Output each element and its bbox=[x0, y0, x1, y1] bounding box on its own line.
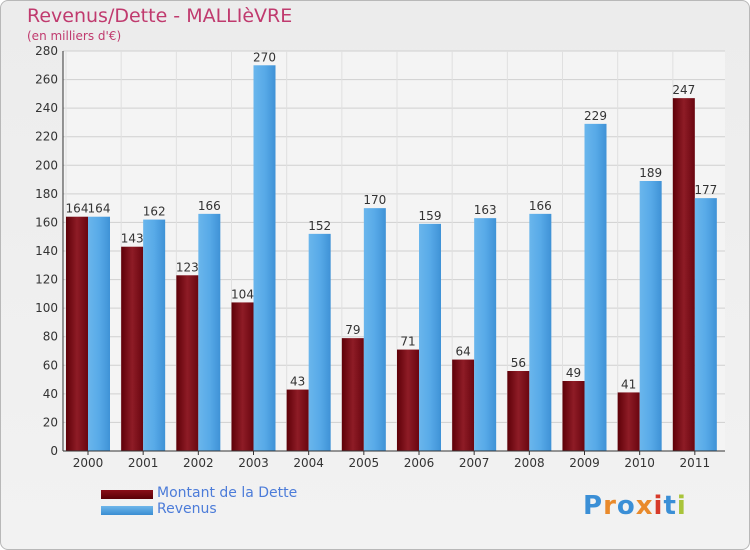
chart-subtitle: (en milliers d'€) bbox=[27, 29, 122, 43]
data-label: 41 bbox=[621, 377, 636, 391]
bar-dette-2008 bbox=[507, 371, 530, 451]
data-label: 270 bbox=[253, 50, 276, 64]
bar-dette-2009 bbox=[562, 381, 585, 451]
data-label: 177 bbox=[694, 183, 717, 197]
bar-revenus-2005 bbox=[363, 208, 386, 451]
bar-revenus-2010 bbox=[639, 181, 662, 451]
y-tick-label: 60 bbox=[43, 358, 58, 372]
y-tick-label: 0 bbox=[50, 444, 58, 458]
data-label: 170 bbox=[363, 193, 386, 207]
x-tick-label: 2007 bbox=[459, 456, 490, 470]
bar-revenus-2007 bbox=[474, 218, 497, 451]
legend-swatch-dette bbox=[101, 490, 153, 499]
data-label: 163 bbox=[474, 203, 497, 217]
bar-revenus-2009 bbox=[584, 123, 607, 451]
data-label: 164 bbox=[66, 202, 89, 216]
y-tick-label: 180 bbox=[35, 187, 58, 201]
logo-letter: i bbox=[653, 491, 664, 521]
data-label: 104 bbox=[231, 287, 254, 301]
bar-dette-2004 bbox=[286, 389, 309, 451]
bar-revenus-2011 bbox=[694, 198, 717, 451]
data-label: 64 bbox=[456, 345, 471, 359]
bar-dette-2011 bbox=[672, 98, 695, 452]
y-tick-label: 40 bbox=[43, 387, 58, 401]
x-tick-label: 2004 bbox=[293, 456, 324, 470]
y-tick-label: 240 bbox=[35, 101, 58, 115]
bar-dette-2002 bbox=[176, 275, 199, 451]
bar-dette-2010 bbox=[617, 392, 640, 451]
x-tick-label: 2001 bbox=[128, 456, 159, 470]
y-tick-label: 80 bbox=[43, 330, 58, 344]
bar-dette-2005 bbox=[341, 338, 364, 451]
bar-revenus-2001 bbox=[143, 219, 166, 451]
logo-letter: o bbox=[616, 491, 636, 521]
y-tick-label: 20 bbox=[43, 415, 58, 429]
legend-label-dette: Montant de la Dette bbox=[157, 485, 298, 501]
data-label: 49 bbox=[566, 366, 581, 380]
data-label: 164 bbox=[88, 202, 111, 216]
data-label: 159 bbox=[419, 209, 442, 223]
data-label: 189 bbox=[639, 166, 662, 180]
logo-letter: t bbox=[663, 491, 677, 521]
y-tick-label: 100 bbox=[35, 301, 58, 315]
bar-revenus-2000 bbox=[88, 216, 110, 451]
data-label: 162 bbox=[143, 205, 166, 219]
bar-dette-2001 bbox=[121, 246, 144, 451]
y-tick-label: 160 bbox=[35, 215, 58, 229]
legend-swatch-revenus bbox=[101, 506, 153, 515]
proxiti-logo: Proxiti bbox=[583, 491, 687, 521]
logo-letter: i bbox=[676, 491, 687, 521]
bar-revenus-2002 bbox=[198, 213, 221, 451]
bar-revenus-2006 bbox=[419, 223, 441, 451]
x-tick-label: 2000 bbox=[73, 456, 104, 470]
chart-title: Revenus/Dette - MALLIèVRE bbox=[27, 5, 293, 27]
data-label: 43 bbox=[290, 375, 305, 389]
bar-revenus-2004 bbox=[308, 233, 331, 451]
data-label: 56 bbox=[511, 356, 526, 370]
logo-letter: P bbox=[583, 491, 604, 521]
bar-dette-2000 bbox=[66, 216, 88, 451]
x-tick-label: 2003 bbox=[238, 456, 269, 470]
y-tick-label: 200 bbox=[35, 158, 58, 172]
legend-label-revenus: Revenus bbox=[157, 501, 217, 517]
bar-dette-2006 bbox=[397, 349, 419, 451]
data-label: 123 bbox=[176, 260, 199, 274]
logo-letter: r bbox=[603, 491, 617, 521]
y-tick-label: 280 bbox=[35, 44, 58, 58]
y-tick-label: 260 bbox=[35, 73, 58, 87]
data-label: 71 bbox=[400, 335, 415, 349]
x-tick-label: 2010 bbox=[624, 456, 655, 470]
bar-revenus-2003 bbox=[253, 65, 276, 452]
data-label: 166 bbox=[198, 199, 221, 213]
bar-dette-2003 bbox=[231, 302, 254, 451]
y-tick-label: 220 bbox=[35, 130, 58, 144]
x-tick-label: 2011 bbox=[680, 456, 711, 470]
data-label: 79 bbox=[345, 323, 360, 337]
x-tick-label: 2009 bbox=[569, 456, 600, 470]
y-tick-label: 140 bbox=[35, 244, 58, 258]
logo-letter: x bbox=[635, 491, 654, 521]
data-label: 143 bbox=[121, 232, 144, 246]
data-label: 166 bbox=[529, 199, 552, 213]
data-label: 247 bbox=[672, 83, 695, 97]
x-tick-label: 2002 bbox=[183, 456, 214, 470]
bar-revenus-2008 bbox=[529, 213, 552, 451]
data-label: 229 bbox=[584, 109, 607, 123]
x-tick-label: 2005 bbox=[349, 456, 380, 470]
y-tick-label: 120 bbox=[35, 273, 58, 287]
x-tick-label: 2008 bbox=[514, 456, 545, 470]
x-tick-label: 2006 bbox=[404, 456, 435, 470]
data-label: 152 bbox=[308, 219, 331, 233]
bar-dette-2007 bbox=[452, 359, 475, 451]
